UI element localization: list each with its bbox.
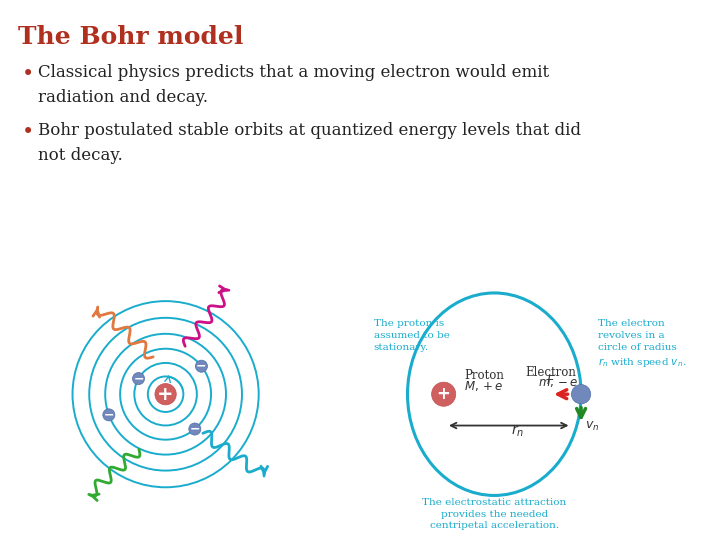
Text: −: − <box>189 422 200 436</box>
Text: •: • <box>22 122 35 142</box>
Text: Classical physics predicts that a moving electron would emit
radiation and decay: Classical physics predicts that a moving… <box>38 64 549 106</box>
Text: +: + <box>158 384 174 404</box>
Text: The Bohr model: The Bohr model <box>18 25 243 49</box>
Text: The proton is
assumed to be
stationary.: The proton is assumed to be stationary. <box>374 320 449 352</box>
Text: Proton: Proton <box>464 369 504 382</box>
Text: $M, +e$: $M, +e$ <box>464 379 503 393</box>
Circle shape <box>431 382 456 406</box>
Circle shape <box>195 360 207 372</box>
Circle shape <box>155 383 176 405</box>
Text: −: − <box>104 408 114 421</box>
Circle shape <box>572 384 590 404</box>
Circle shape <box>189 423 201 435</box>
Text: $F$: $F$ <box>546 374 556 387</box>
Text: The electrostatic attraction
provides the needed
centripetal acceleration.: The electrostatic attraction provides th… <box>422 498 567 530</box>
Circle shape <box>103 409 115 421</box>
Text: •: • <box>22 64 35 84</box>
Text: −: − <box>133 372 144 385</box>
Text: Bohr postulated stable orbits at quantized energy levels that did
not decay.: Bohr postulated stable orbits at quantiz… <box>38 122 581 164</box>
Circle shape <box>132 373 145 384</box>
Text: The electron
revolves in a
circle of radius
$r_n$ with speed $v_n$.: The electron revolves in a circle of rad… <box>598 320 686 369</box>
Text: −: − <box>196 360 207 373</box>
Text: +: + <box>437 385 451 403</box>
Text: $m, -e$: $m, -e$ <box>538 375 579 388</box>
Text: $r_n$: $r_n$ <box>510 423 524 438</box>
Text: $v_n$: $v_n$ <box>585 420 599 433</box>
Text: Electron: Electron <box>526 366 576 379</box>
